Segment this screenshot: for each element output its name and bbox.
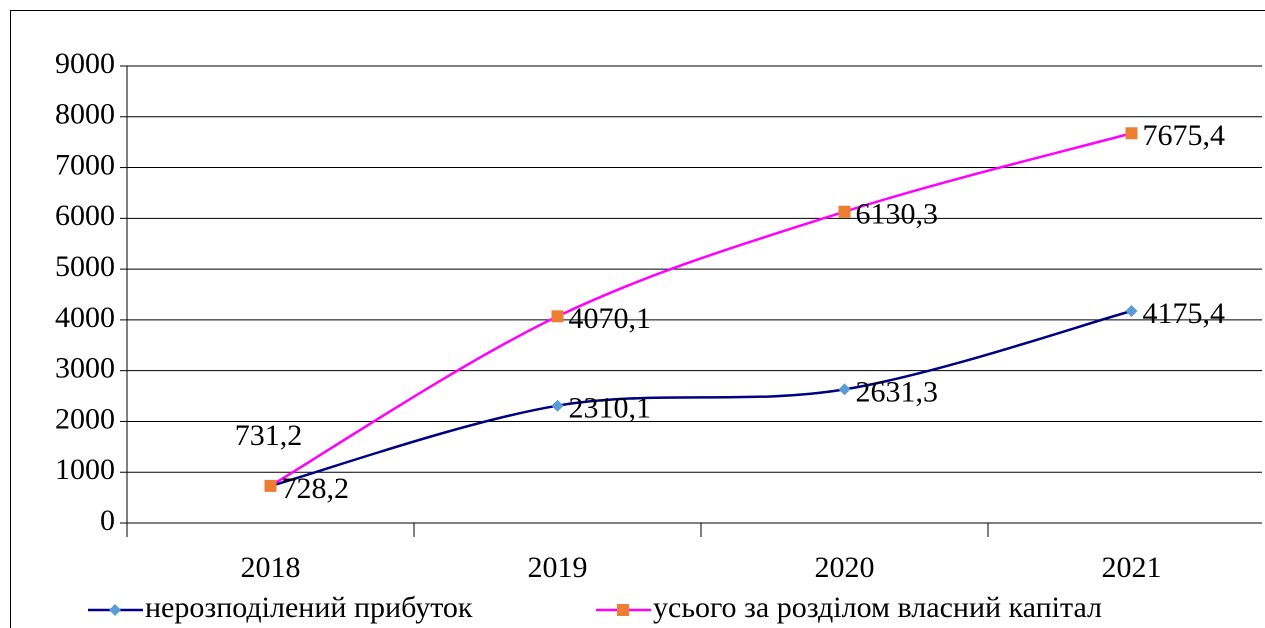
legend-marker <box>109 604 121 616</box>
y-tick-label: 9000 <box>55 47 115 80</box>
marker <box>551 399 564 412</box>
series-line <box>270 309 1132 488</box>
marker <box>264 479 277 492</box>
marker <box>551 310 564 323</box>
series-line <box>269 132 1132 487</box>
marker <box>1125 127 1138 140</box>
y-tick-label: 7000 <box>55 148 115 181</box>
y-tick-label: 4000 <box>55 301 115 334</box>
x-tick-label: 2019 <box>528 551 588 584</box>
x-tick-label: 2018 <box>241 551 301 584</box>
data-label: 6130,3 <box>856 198 939 231</box>
data-label: 728,2 <box>282 472 350 505</box>
data-label: 7675,4 <box>1143 119 1226 152</box>
y-tick-label: 3000 <box>55 352 115 385</box>
legend-label: нерозподілений прибуток <box>145 591 473 624</box>
y-tick-label: 5000 <box>55 250 115 283</box>
chart-border <box>10 10 1265 628</box>
y-tick-label: 6000 <box>55 199 115 232</box>
x-tick-label: 2020 <box>815 551 875 584</box>
marker <box>838 383 851 396</box>
data-label: 2310,1 <box>569 392 652 425</box>
y-tick-label: 8000 <box>55 98 115 131</box>
data-label: 4070,1 <box>569 302 652 335</box>
y-tick-label: 1000 <box>55 453 115 486</box>
marker <box>1125 304 1138 317</box>
y-tick-label: 2000 <box>55 402 115 435</box>
legend-marker <box>617 604 629 616</box>
y-tick-label: 0 <box>100 504 115 537</box>
data-label: 2631,3 <box>856 375 939 408</box>
marker <box>838 205 851 218</box>
data-label: 4175,4 <box>1143 297 1226 330</box>
legend-label: усього за розділом власний капітал <box>653 591 1102 624</box>
x-tick-label: 2021 <box>1102 551 1162 584</box>
data-label: 731,2 <box>235 419 303 452</box>
